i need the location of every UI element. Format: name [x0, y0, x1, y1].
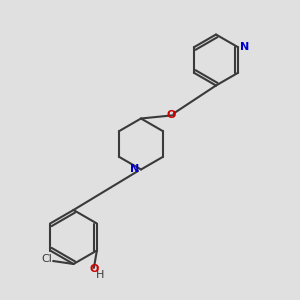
Text: O: O [167, 110, 176, 120]
Text: Cl: Cl [41, 254, 52, 265]
Text: N: N [130, 164, 139, 175]
Text: O: O [89, 264, 99, 274]
Text: N: N [240, 42, 249, 52]
Text: H: H [96, 270, 104, 280]
